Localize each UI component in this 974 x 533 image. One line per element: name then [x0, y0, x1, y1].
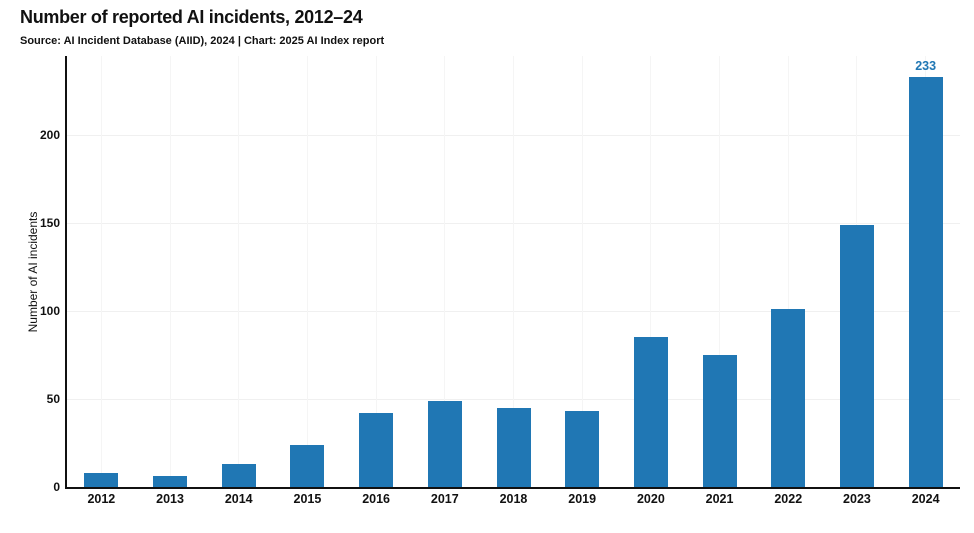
x-tick-label-2022: 2022	[774, 492, 803, 506]
x-tick-label-2012: 2012	[87, 492, 116, 506]
v-gridline-2020	[650, 56, 652, 487]
x-tick-label-2018: 2018	[499, 492, 528, 506]
v-gridline-2015	[306, 56, 308, 487]
bar-2024	[908, 77, 943, 487]
v-gridline-2014	[238, 56, 240, 487]
v-gridline-2017	[444, 56, 446, 487]
v-gridline-2016	[375, 56, 377, 487]
v-gridline-2022	[787, 56, 789, 487]
y-tick-label-50: 50	[46, 392, 60, 407]
x-tick-label-2016: 2016	[362, 492, 391, 506]
plot-area: 233	[67, 56, 960, 487]
bar-2012	[84, 472, 119, 487]
bar-2019	[565, 411, 600, 487]
bar-2016	[359, 413, 394, 487]
y-tick-label-200: 200	[39, 128, 60, 143]
bar-2013	[153, 476, 188, 487]
x-tick-label-2019: 2019	[568, 492, 597, 506]
bar-2022	[771, 309, 806, 487]
v-gridline-2013	[169, 56, 171, 487]
bar-2015	[290, 444, 325, 487]
bar-2020	[633, 337, 668, 487]
x-axis-line	[65, 487, 960, 489]
y-tick-label-150: 150	[39, 216, 60, 231]
y-axis-line	[65, 56, 67, 489]
y-tick-label-100: 100	[39, 304, 60, 319]
x-tick-label-2014: 2014	[224, 492, 253, 506]
v-gridline-2018	[513, 56, 514, 487]
v-gridline-2019	[581, 56, 583, 487]
x-tick-label-2021: 2021	[705, 492, 734, 506]
x-tick-label-2020: 2020	[636, 492, 665, 506]
x-tick-label-2024: 2024	[911, 492, 940, 506]
bar-2023	[839, 224, 874, 487]
bar-2014	[221, 464, 256, 487]
v-gridline-2012	[100, 56, 102, 487]
y-tick-label-0: 0	[53, 480, 60, 494]
bar-value-label-2024: 233	[915, 59, 937, 74]
bar-2021	[702, 355, 737, 487]
chart-source: Source: AI Incident Database (AIID), 202…	[20, 35, 385, 47]
x-tick-label-2015: 2015	[293, 492, 322, 506]
v-gridline-2021	[719, 56, 721, 487]
bar-2018	[496, 407, 531, 487]
x-tick-label-2017: 2017	[430, 492, 459, 506]
x-tick-label-2023: 2023	[843, 492, 871, 506]
chart-title: Number of reported AI incidents, 2012–24	[20, 7, 363, 27]
bar-2017	[427, 400, 462, 487]
x-tick-label-2013: 2013	[156, 492, 184, 506]
